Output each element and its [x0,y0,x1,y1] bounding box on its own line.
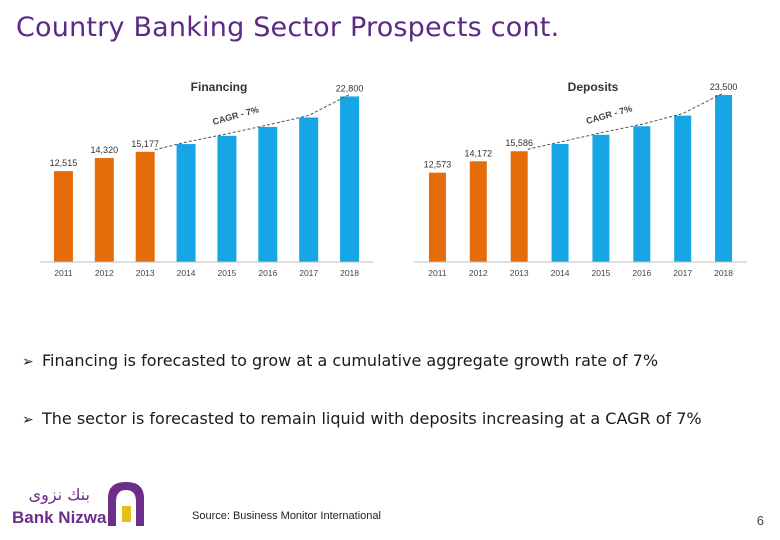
deposits-bar-2011 [428,172,446,262]
financing-bar-2017 [299,117,319,262]
financing-tick-2014: 2014 [177,268,196,278]
page-number: 6 [756,513,764,528]
bank-logo: بنك نزوى Bank Nizwa [12,476,152,532]
deposits-chart: Deposits 12,573 2011 14,172 2012 15,586 2013 20… [412,68,754,288]
financing-chart-title: Financing [191,80,248,94]
financing-tick-2015: 2015 [217,268,236,278]
slide-title: Country Banking Sector Prospects cont. [16,12,560,43]
financing-data-label-2013: 15,177 [131,139,159,149]
financing-chart: Financing 12,515 2011 14,320 2012 15,177 2013 2… [38,68,380,288]
deposits-tick-2016: 2016 [632,268,651,278]
financing-bar-2016 [258,126,278,262]
logo-arabic-text: بنك نزوى [29,485,90,505]
financing-tick-2013: 2013 [136,268,155,278]
financing-trend-line [154,94,350,151]
deposits-tick-2015: 2015 [591,268,610,278]
deposits-bar-2013 [510,151,528,262]
deposits-bar-2012 [469,161,487,262]
deposits-data-label-2018: 23,500 [710,82,738,92]
deposits-data-label-2012: 14,172 [465,148,493,158]
financing-tick-2018: 2018 [340,268,359,278]
deposits-tick-2014: 2014 [551,268,570,278]
deposits-data-label-2013: 15,586 [505,138,533,148]
logo-emblem-icon [108,482,144,526]
deposits-bar-2018 [715,95,733,262]
financing-tick-2011: 2011 [54,268,73,278]
deposits-chart-title: Deposits [568,80,619,94]
bullet-text: Financing is forecasted to grow at a cum… [42,351,659,370]
financing-tick-2012: 2012 [95,268,114,278]
deposits-trend-line [527,92,724,150]
deposits-bar-2014 [551,144,569,262]
financing-tick-2016: 2016 [258,268,277,278]
financing-cagr-annotation: CAGR - 7% [211,104,259,127]
financing-data-label-2011: 12,515 [50,158,78,168]
financing-data-label-2018: 22,800 [336,83,364,93]
financing-bar-2013 [135,151,155,262]
deposits-bar-2015 [592,134,610,262]
deposits-cagr-annotation: CAGR - 7% [585,103,633,126]
deposits-tick-2017: 2017 [673,268,692,278]
arrow-bullet-icon: ➢ [22,354,34,370]
bullet-text: The sector is forecasted to remain liqui… [42,409,702,428]
financing-chart-svg: Financing 12,515 2011 14,320 2012 15,177 2013 2… [40,80,373,278]
financing-bar-2018 [340,96,360,262]
deposits-data-label-2011: 12,573 [424,160,452,170]
deposits-chart-svg: Deposits 12,573 2011 14,172 2012 15,586 2013 20… [414,80,747,278]
deposits-tick-2011: 2011 [428,268,447,278]
financing-data-label-2012: 14,320 [91,145,119,155]
bullet-financing: ➢ Financing is forecasted to grow at a cu… [22,351,658,370]
financing-bar-2012 [94,158,114,262]
logo-english-text: Bank Nizwa [12,508,107,527]
deposits-bar-2017 [674,115,692,262]
bullet-deposits: ➢ The sector is forecasted to remain liqu… [22,409,702,428]
deposits-tick-2013: 2013 [510,268,529,278]
source-note: Source: Business Monitor International [192,510,381,522]
arrow-bullet-icon: ➢ [22,412,34,428]
financing-bar-2014 [176,144,196,262]
financing-bar-2011 [53,171,73,262]
deposits-bar-2016 [633,126,651,262]
deposits-tick-2012: 2012 [469,268,488,278]
financing-tick-2017: 2017 [299,268,318,278]
deposits-tick-2018: 2018 [714,268,733,278]
financing-bar-2015 [217,135,237,262]
